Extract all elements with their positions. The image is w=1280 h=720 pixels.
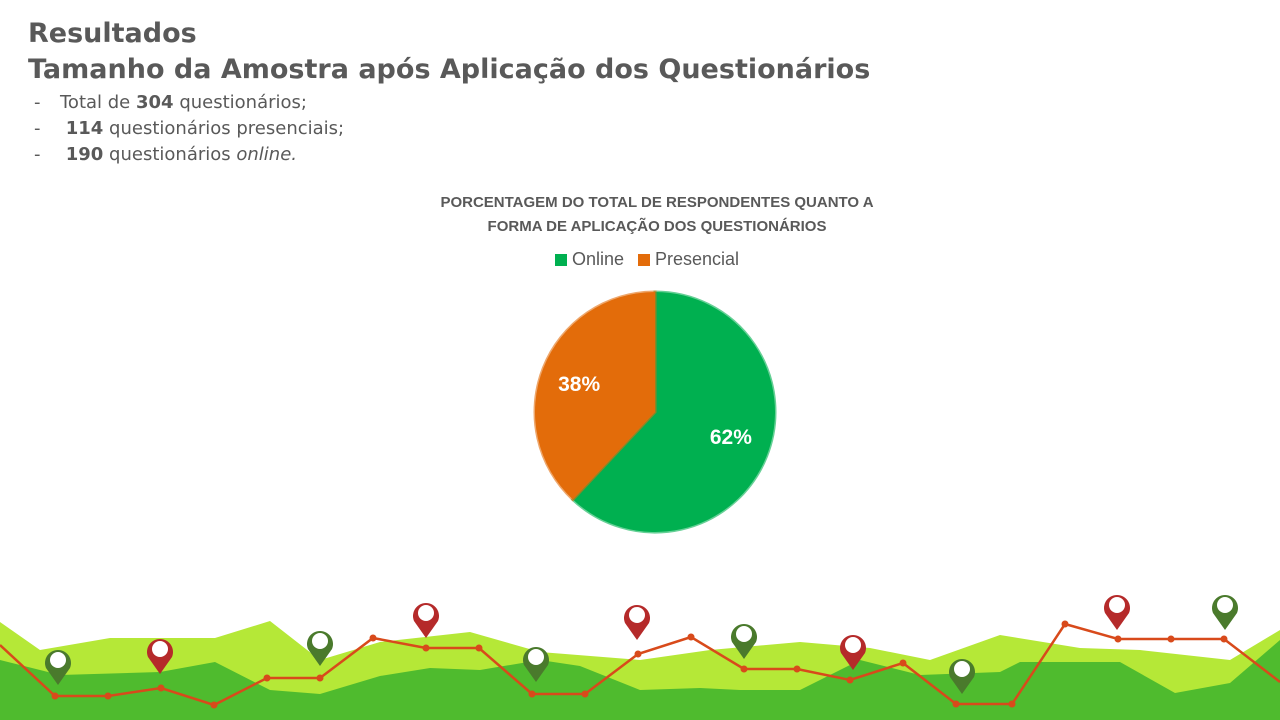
legend-label: Presencial bbox=[655, 249, 739, 269]
pie-slice bbox=[570, 290, 777, 534]
chart-title: FORMA DE APLICAÇÃO DOS QUESTIONÁRIOS bbox=[488, 217, 827, 235]
hill-dark bbox=[0, 640, 1280, 720]
legend-swatch bbox=[555, 254, 567, 266]
bullet-marker: - bbox=[34, 92, 41, 113]
bold-text: 114 bbox=[65, 118, 104, 139]
pie-slice bbox=[533, 290, 657, 502]
bullet: - 114 questionários presenciais; bbox=[34, 116, 344, 142]
chart-title: PORCENTAGEM DO TOTAL DE RESPONDENTES QUA… bbox=[440, 194, 873, 211]
bullet-list: - Total de 304 questionários; - 114 quest… bbox=[34, 90, 344, 168]
text: questionários bbox=[109, 144, 231, 165]
text: Total de bbox=[60, 92, 131, 113]
text: questionários; bbox=[179, 92, 307, 113]
italic-text: online. bbox=[236, 144, 298, 165]
bullet: - Total de 304 questionários; bbox=[34, 90, 344, 116]
bullet-marker: - bbox=[34, 118, 41, 139]
bold-text: 190 bbox=[65, 144, 104, 165]
bullet-marker: - bbox=[34, 144, 41, 165]
bold-text: 304 bbox=[136, 92, 174, 113]
data-label: 62% bbox=[710, 426, 752, 449]
text: questionários presenciais; bbox=[109, 118, 345, 139]
legend-label: Online bbox=[572, 249, 624, 269]
bullet: - 190 questionários online. bbox=[34, 142, 344, 168]
route-dots bbox=[51, 620, 1228, 709]
subtitle: Tamanho da Amostra após Aplicação dos Qu… bbox=[28, 54, 871, 85]
landscape bbox=[0, 595, 1280, 720]
pins bbox=[44, 595, 1238, 694]
legend-swatch bbox=[638, 254, 650, 266]
data-label: 38% bbox=[558, 373, 600, 396]
title: Resultados bbox=[28, 18, 197, 49]
title-block: Resultados Tamanho da Amostra após Aplic… bbox=[28, 16, 870, 88]
